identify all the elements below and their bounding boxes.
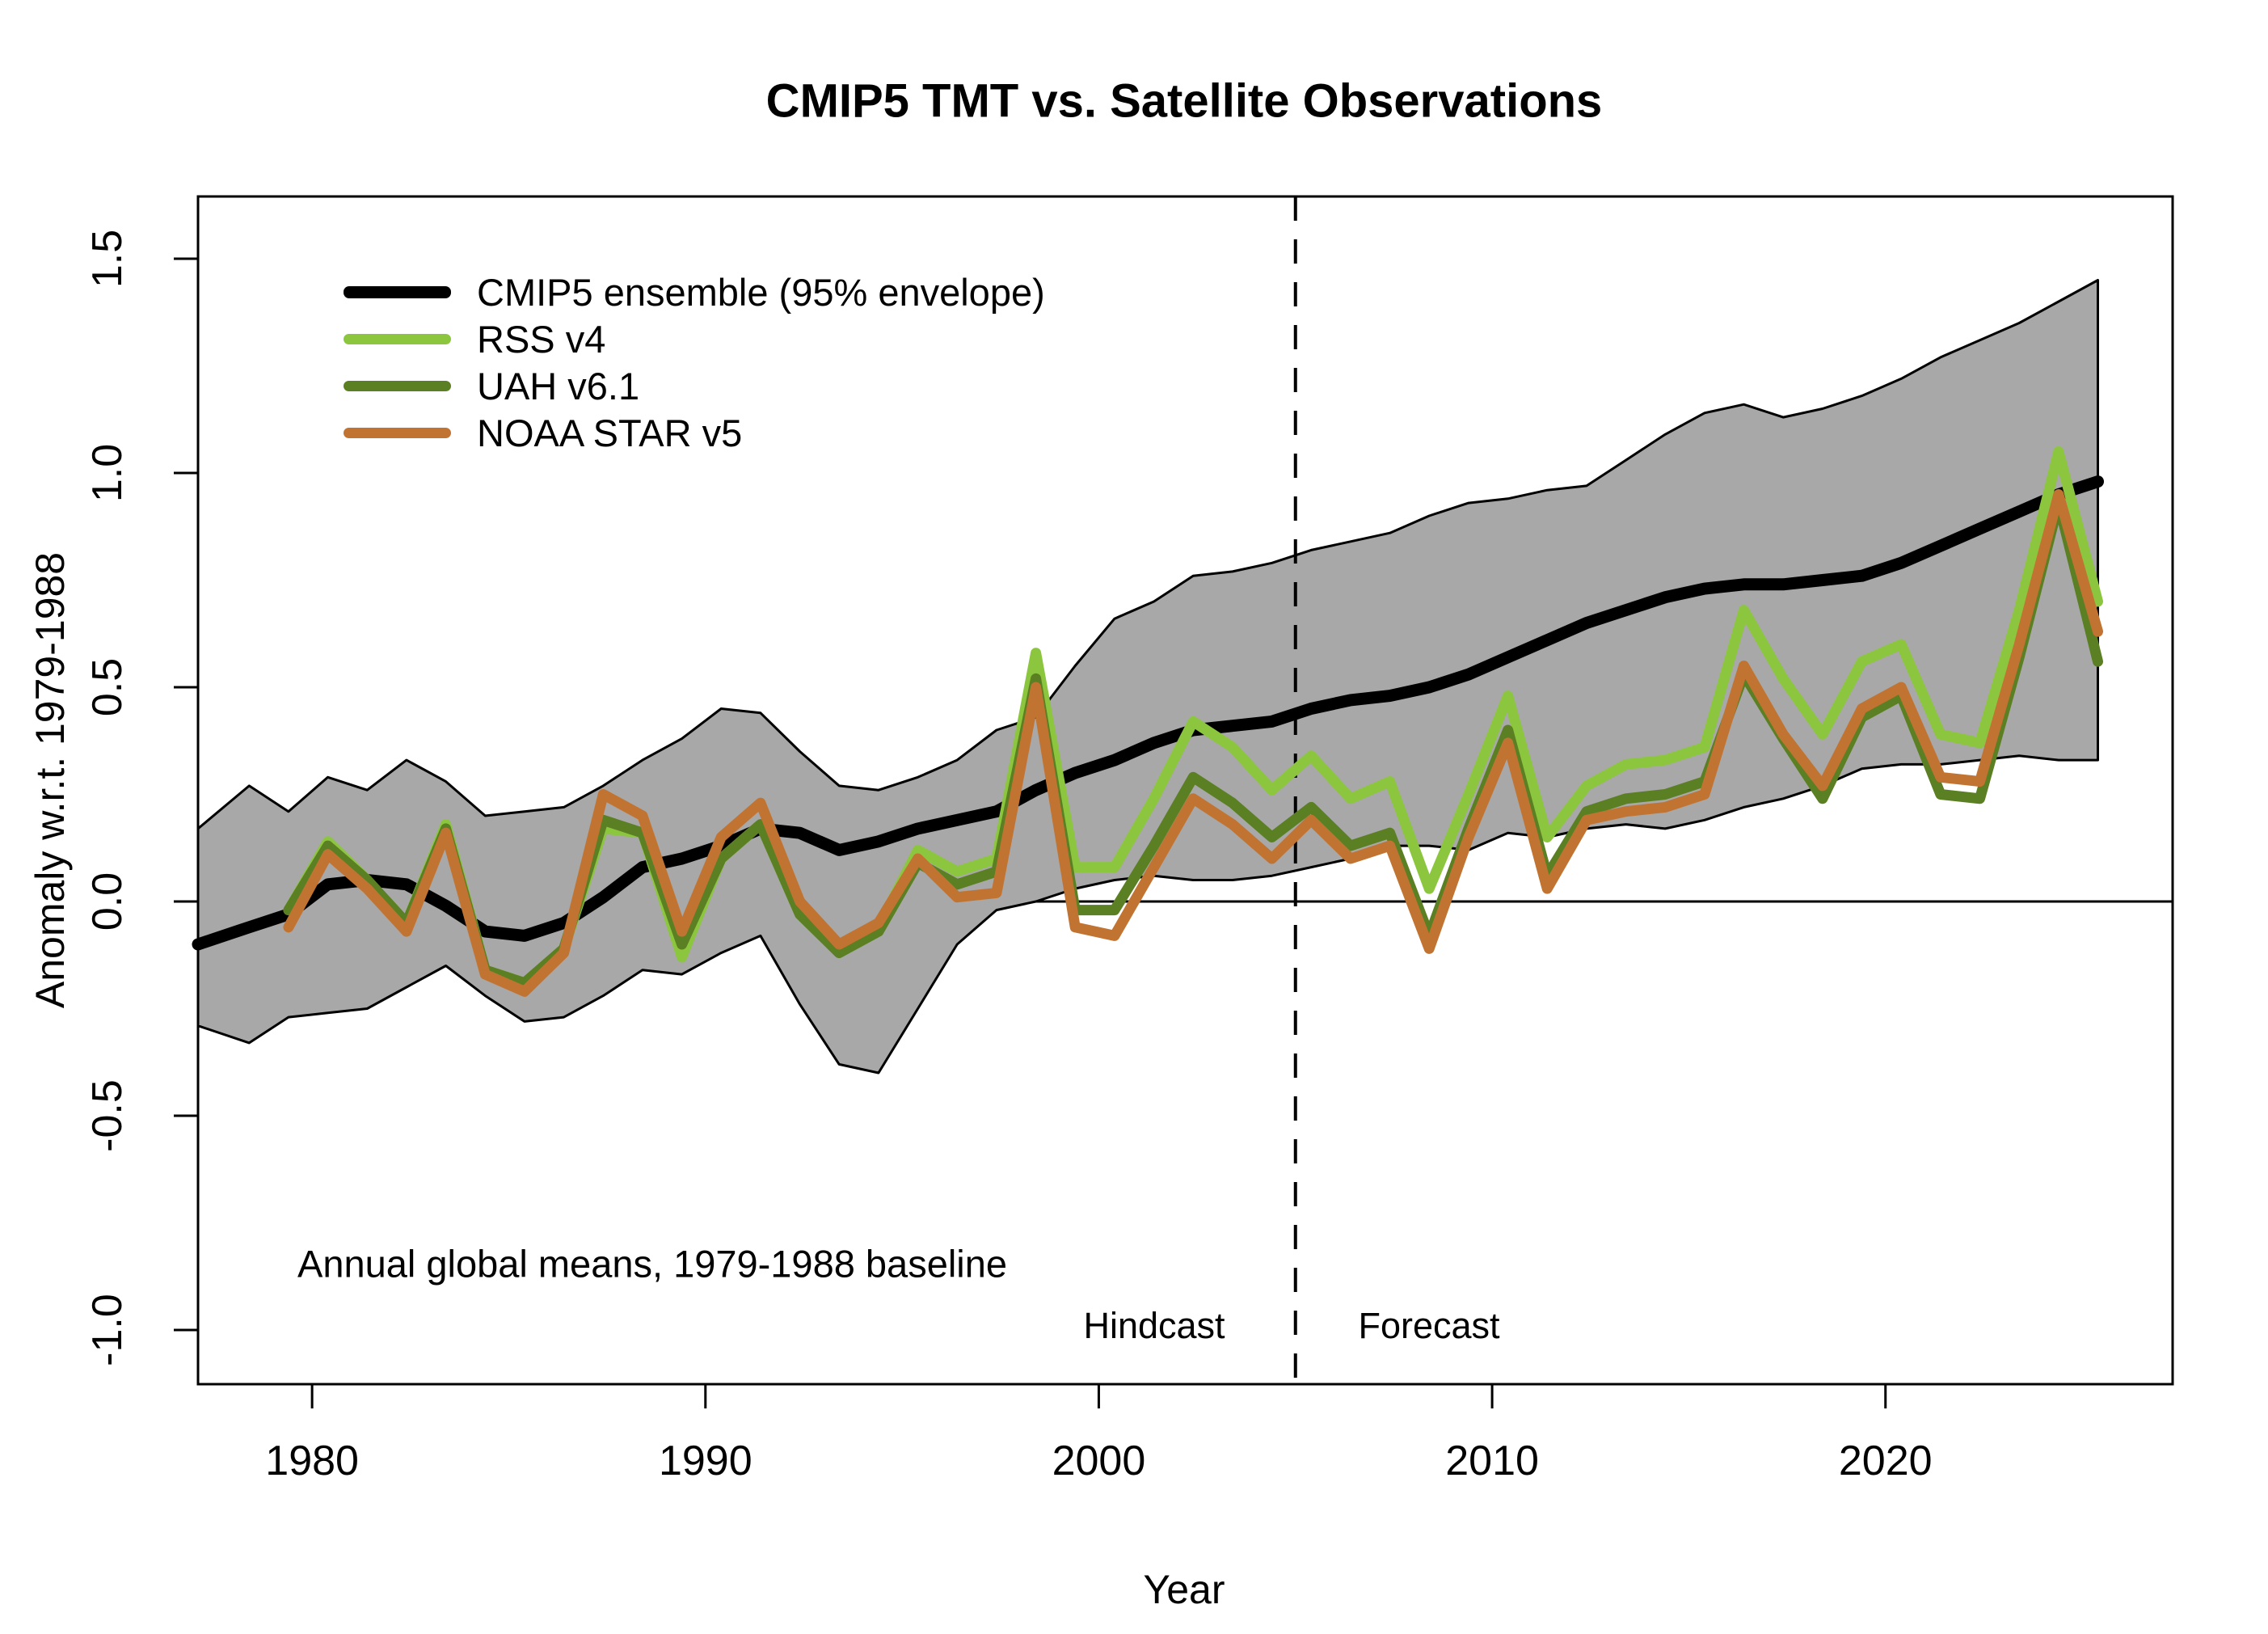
legend-label: RSS v4: [477, 317, 606, 361]
legend-item: NOAA STAR v5: [344, 409, 1045, 456]
legend-line-swatch: [344, 380, 451, 391]
legend-item: UAH v6.1: [344, 362, 1045, 409]
legend-line-swatch: [344, 333, 451, 344]
y-tick-label: -1.0: [84, 1294, 131, 1366]
x-tick-label: 2010: [1445, 1438, 1539, 1484]
y-tick-label: 0.5: [84, 658, 131, 716]
noaa-star-line: [283, 489, 2103, 997]
legend-item: CMIP5 ensemble (95% envelope): [344, 268, 1045, 315]
x-tick-label: 1980: [265, 1438, 359, 1484]
legend-line-swatch: [344, 427, 451, 438]
legend: CMIP5 ensemble (95% envelope) RSS v4 UAH v…: [344, 268, 1045, 456]
baseline-note: Annual global means, 1979-1988 baseline: [297, 1242, 1007, 1286]
cmip5-envelope-band: [196, 279, 2099, 1075]
y-tick-label: 0.0: [84, 872, 131, 931]
y-tick-label: 1.0: [84, 444, 131, 502]
legend-label: UAH v6.1: [477, 364, 640, 407]
x-tick-label: 1990: [659, 1438, 752, 1484]
x-tick-label: 2020: [1839, 1438, 1933, 1484]
y-axis-title: Anomaly w.r.t. 1979-1988: [27, 551, 73, 1009]
chart-title: CMIP5 TMT vs. Satellite Observations: [765, 74, 1603, 128]
legend-label: NOAA STAR v5: [477, 411, 743, 454]
legend-label: CMIP5 ensemble (95% envelope): [477, 270, 1045, 314]
plot-border-box: [196, 195, 2174, 1386]
x-tick-label: 2000: [1052, 1438, 1146, 1484]
y-tick-label: -0.5: [84, 1079, 131, 1152]
legend-item: RSS v4: [344, 315, 1045, 362]
legend-line-swatch: [344, 285, 451, 298]
hindcast-label: Hindcast: [1083, 1305, 1225, 1346]
x-axis-title: Year: [1143, 1567, 1225, 1612]
cmip5-mean-line: [192, 475, 2104, 951]
y-tick-label: 1.5: [84, 230, 131, 288]
forecast-label: Forecast: [1358, 1305, 1500, 1346]
